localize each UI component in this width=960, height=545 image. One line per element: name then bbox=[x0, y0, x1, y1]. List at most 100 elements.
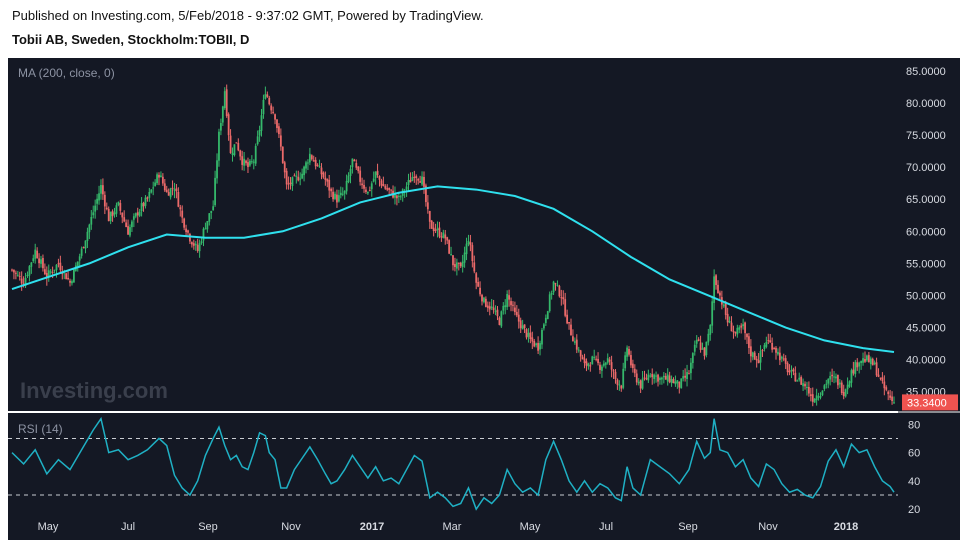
candle-body bbox=[252, 161, 255, 163]
candle-body bbox=[171, 187, 174, 189]
candle-body bbox=[363, 184, 365, 189]
candle-body bbox=[748, 336, 750, 348]
candle-body bbox=[577, 349, 580, 351]
candle-body bbox=[243, 158, 246, 166]
candle-body bbox=[653, 374, 656, 379]
time-tick-label: Mar bbox=[443, 521, 462, 533]
candle-body bbox=[722, 304, 725, 307]
candle-body bbox=[38, 258, 40, 264]
candle-body bbox=[504, 305, 507, 308]
chart-area[interactable]: Investing.com 85.0000 80.0000 75.0000 70.000… bbox=[8, 58, 960, 540]
candle-body bbox=[103, 194, 106, 207]
candle-body bbox=[341, 193, 344, 195]
candle-body bbox=[343, 190, 346, 194]
candle-body bbox=[264, 94, 267, 99]
candle-body bbox=[69, 280, 71, 283]
candle-body bbox=[194, 243, 197, 246]
candle-body bbox=[154, 182, 157, 187]
candle-body bbox=[442, 232, 445, 238]
candle-body bbox=[49, 271, 52, 273]
candle-body bbox=[175, 188, 178, 192]
candle-body bbox=[630, 355, 632, 366]
candle-body bbox=[297, 176, 300, 181]
candle-body bbox=[593, 356, 596, 358]
candle-body bbox=[279, 135, 282, 147]
candle-body bbox=[850, 370, 853, 383]
candle-body bbox=[562, 297, 565, 300]
chart-svg[interactable]: Investing.com 85.0000 80.0000 75.0000 70.000… bbox=[8, 58, 960, 540]
candle-body bbox=[804, 383, 806, 387]
candle-body bbox=[651, 373, 654, 378]
candle-body bbox=[831, 374, 834, 377]
candle-body bbox=[819, 396, 822, 398]
candle-body bbox=[558, 285, 561, 297]
candle-body bbox=[57, 263, 60, 265]
candle-body bbox=[881, 377, 884, 381]
candle-body bbox=[417, 179, 420, 181]
candle-body bbox=[125, 222, 128, 228]
candle-body bbox=[602, 363, 605, 366]
candle-body bbox=[479, 287, 481, 295]
candle-body bbox=[775, 347, 777, 353]
candle-body bbox=[334, 193, 336, 199]
candle-body bbox=[430, 220, 433, 229]
candle-body bbox=[659, 377, 661, 380]
candle-body bbox=[165, 189, 168, 193]
candle-body bbox=[160, 175, 162, 178]
candle-body bbox=[715, 275, 717, 286]
candle-body bbox=[680, 378, 683, 389]
candle-body bbox=[225, 89, 228, 116]
candle-body bbox=[618, 384, 621, 386]
rsi-tick-label: 20 bbox=[908, 504, 920, 516]
candle-body bbox=[867, 355, 870, 363]
candle-body bbox=[179, 207, 182, 210]
candle-body bbox=[345, 180, 348, 192]
candle-body bbox=[316, 164, 319, 166]
candle-body bbox=[546, 311, 549, 320]
candle-body bbox=[837, 374, 839, 386]
candle-body bbox=[848, 381, 851, 387]
candle-body bbox=[711, 301, 714, 326]
candle-body bbox=[283, 162, 286, 173]
candle-body bbox=[336, 194, 338, 203]
candle-body bbox=[589, 365, 592, 367]
candle-body bbox=[423, 176, 425, 187]
candle-body bbox=[682, 376, 685, 379]
candle-body bbox=[214, 177, 216, 206]
candle-body bbox=[537, 343, 540, 351]
candle-body bbox=[635, 373, 638, 383]
candle-body bbox=[72, 269, 75, 283]
candle-body bbox=[676, 380, 679, 384]
candle-body bbox=[885, 387, 888, 390]
candle-body bbox=[405, 186, 408, 190]
candle-body bbox=[486, 305, 489, 308]
candle-body bbox=[53, 269, 56, 271]
candle-body bbox=[140, 203, 143, 212]
candle-body bbox=[308, 153, 311, 163]
candle-body bbox=[198, 243, 201, 252]
candle-body bbox=[512, 304, 514, 306]
candle-body bbox=[444, 234, 447, 239]
candle-body bbox=[575, 339, 578, 350]
candle-body bbox=[189, 234, 191, 242]
candle-body bbox=[272, 111, 275, 113]
candle-body bbox=[662, 375, 665, 378]
candle-body bbox=[397, 195, 400, 197]
candle-body bbox=[513, 307, 516, 313]
candle-body bbox=[724, 303, 727, 315]
candle-body bbox=[753, 352, 756, 360]
candle-body bbox=[320, 167, 323, 175]
candle-body bbox=[510, 301, 512, 306]
candle-body bbox=[833, 376, 835, 378]
time-tick-label: May bbox=[38, 521, 59, 533]
candle-body bbox=[303, 166, 305, 176]
candle-body bbox=[219, 123, 222, 131]
candle-body bbox=[24, 278, 27, 286]
candle-body bbox=[759, 351, 762, 363]
candle-body bbox=[394, 193, 396, 198]
rsi-tick-label: 80 bbox=[908, 419, 920, 431]
candle-body bbox=[713, 276, 716, 303]
candle-body bbox=[757, 360, 760, 364]
candle-body bbox=[353, 159, 356, 162]
candle-body bbox=[305, 162, 307, 169]
